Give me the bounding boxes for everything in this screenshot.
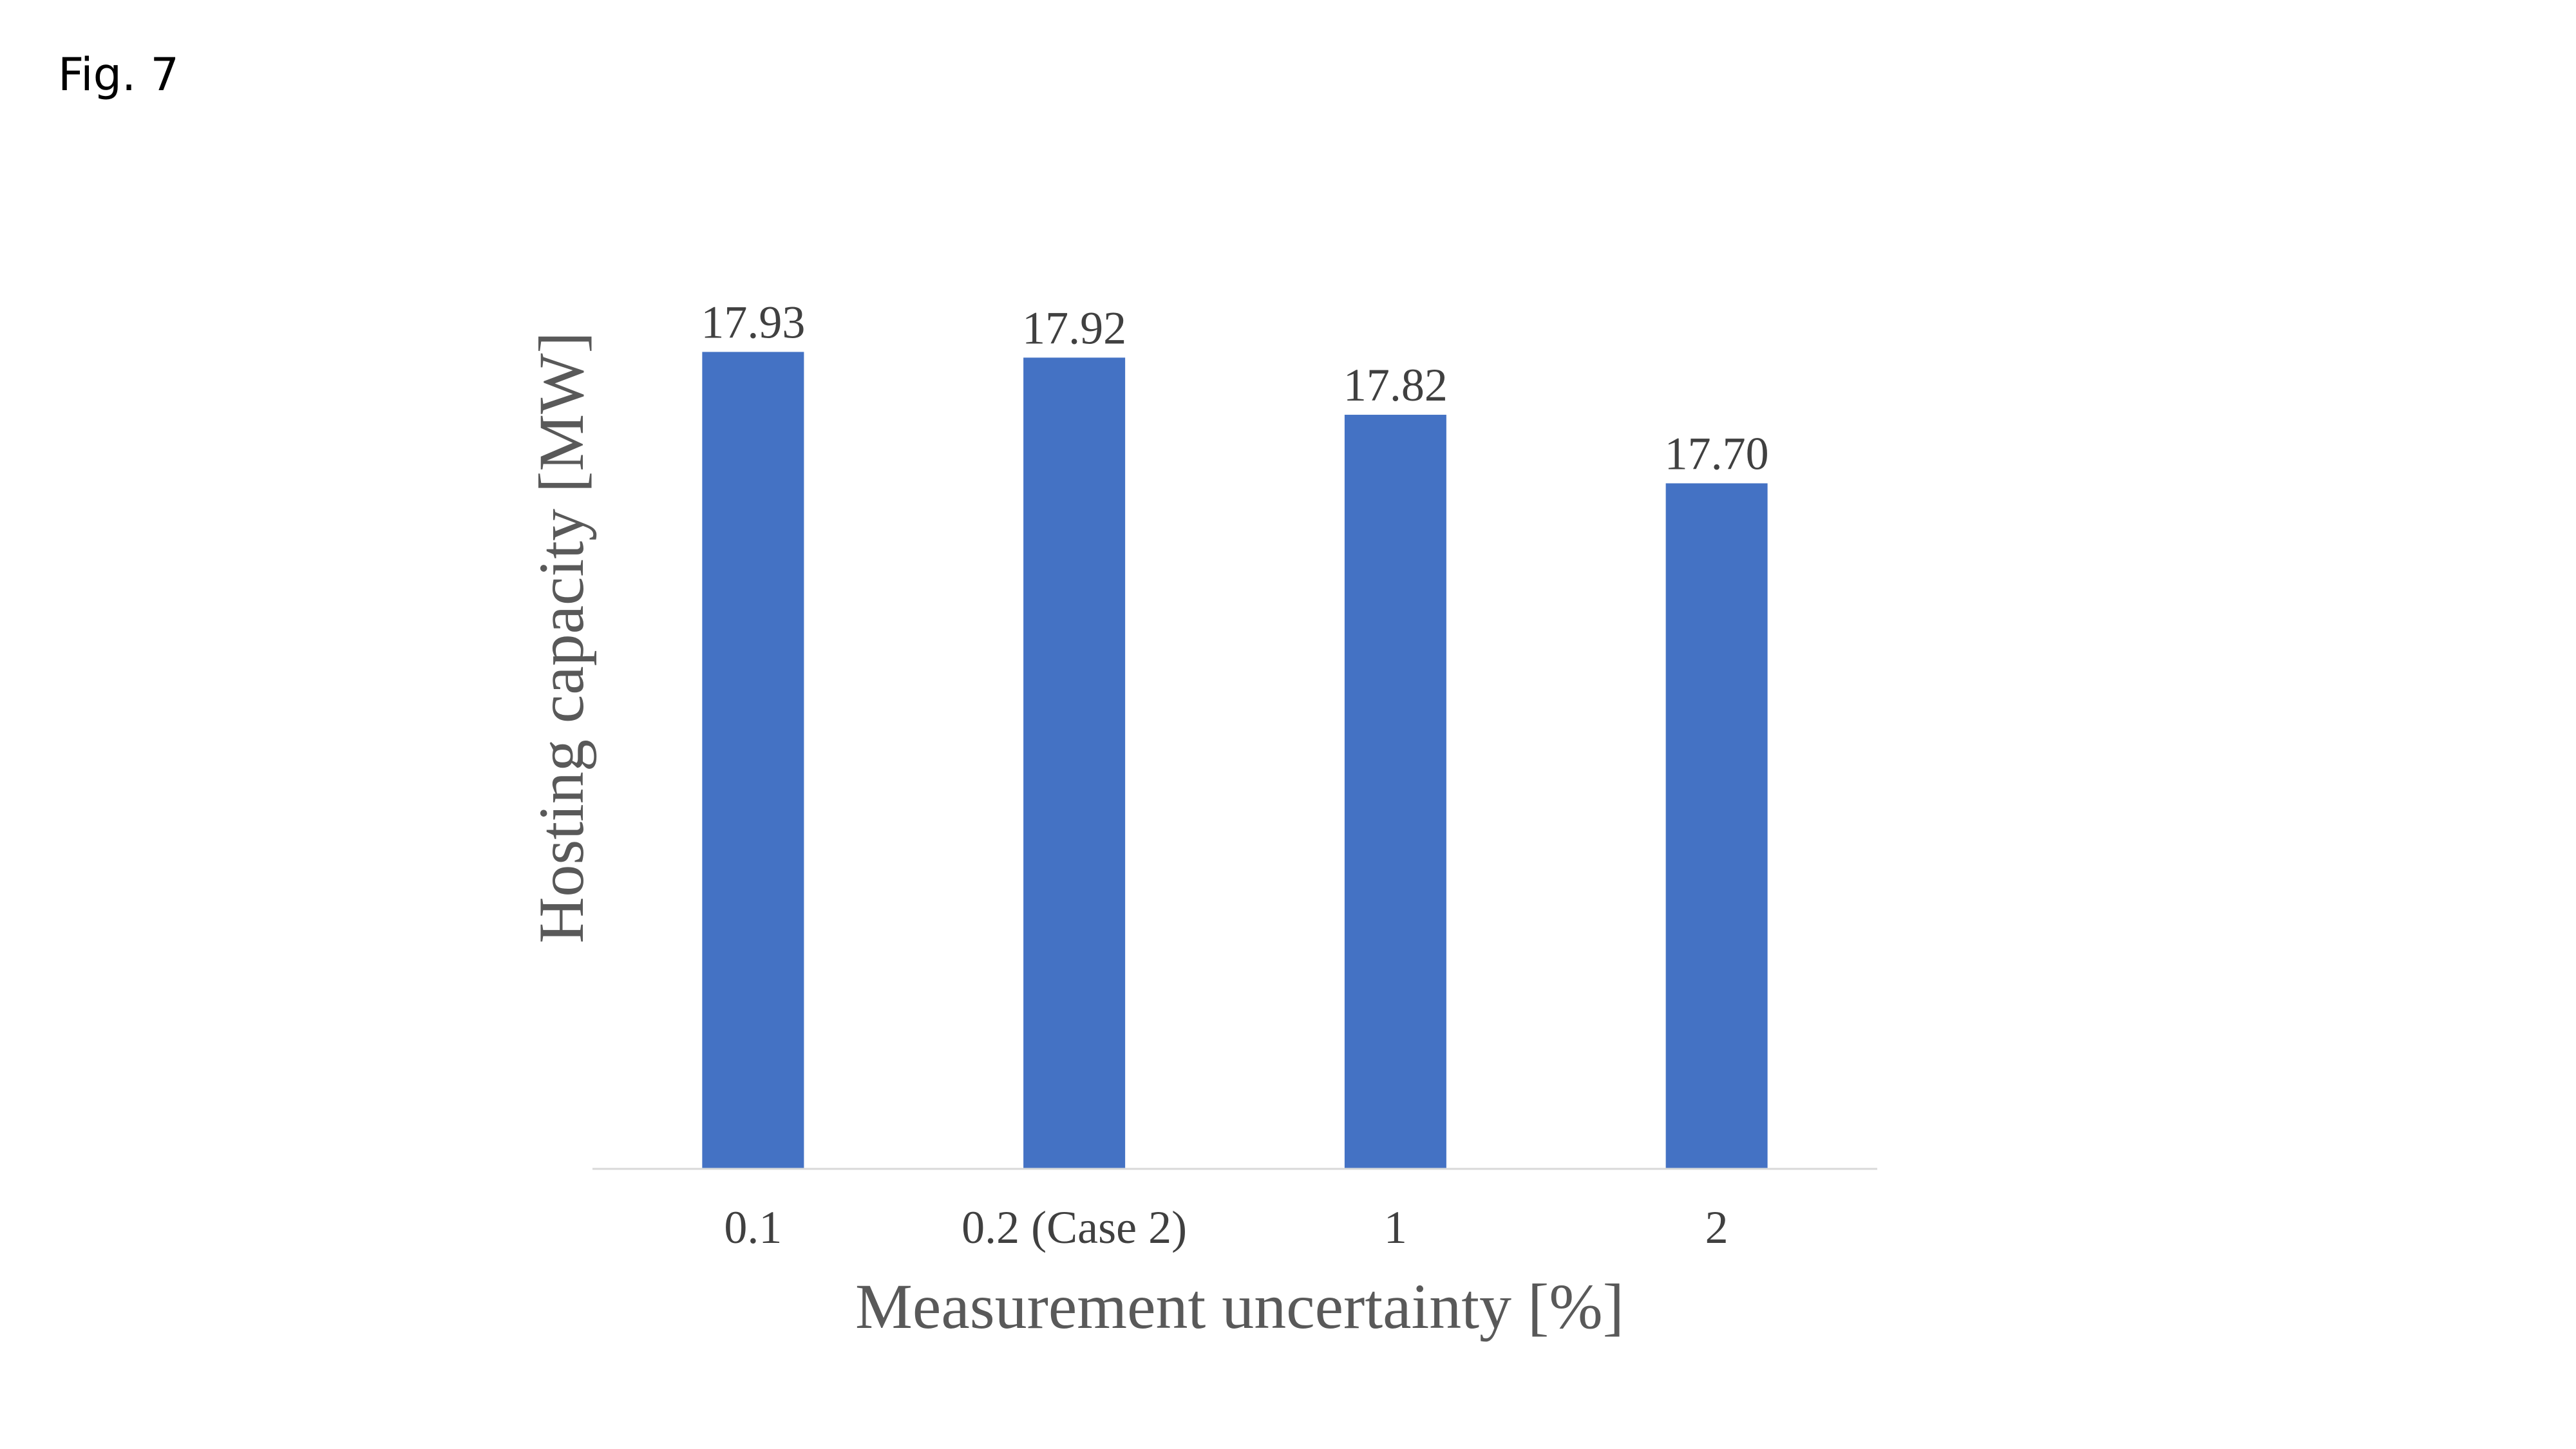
bar-2	[1344, 415, 1446, 1170]
bar-3	[1665, 483, 1768, 1169]
bar-1	[1023, 357, 1126, 1170]
value-label-0: 17.93	[701, 296, 805, 348]
value-labels-group: 17.93 17.92 17.82 17.70	[701, 296, 1768, 479]
x-tick-label-3: 2	[1705, 1202, 1728, 1253]
x-tick-label-2: 1	[1384, 1202, 1407, 1253]
x-axis-title: Measurement uncertainty [%]	[855, 1271, 1624, 1342]
y-axis-title: Hosting capacity [MW]	[526, 332, 597, 943]
x-tick-label-1: 0.2 (Case 2)	[961, 1202, 1187, 1253]
figure-label: Fig. 7	[58, 48, 180, 101]
x-tick-labels-group: 0.1 0.2 (Case 2) 1 2	[724, 1202, 1728, 1253]
bars-group	[702, 352, 1768, 1170]
value-label-1: 17.92	[1022, 302, 1126, 354]
bar-0	[702, 352, 804, 1169]
x-tick-label-0: 0.1	[724, 1202, 782, 1253]
value-label-2: 17.82	[1343, 359, 1448, 411]
value-label-3: 17.70	[1665, 428, 1769, 479]
